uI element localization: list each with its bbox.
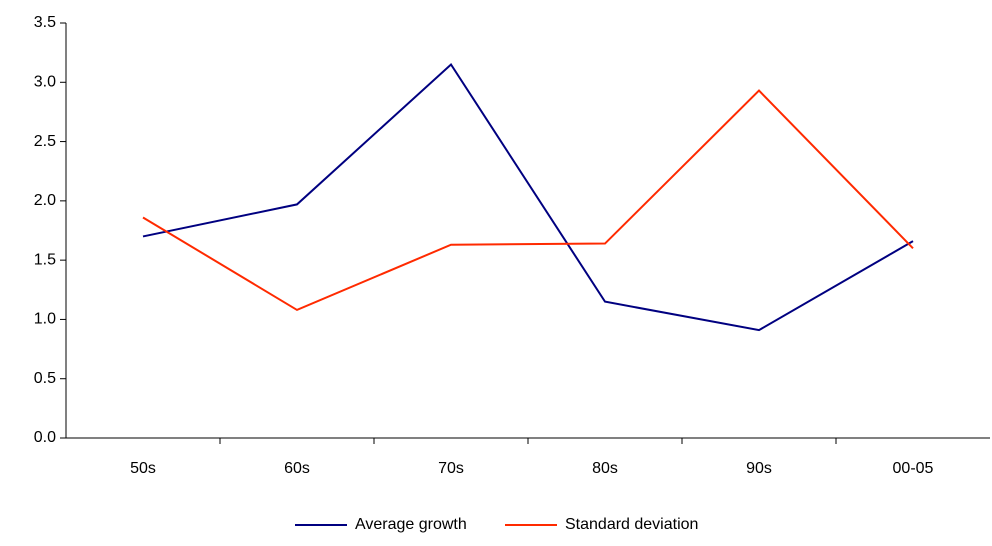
- legend-label: Standard deviation: [565, 516, 698, 533]
- x-tick-label: 80s: [592, 460, 618, 477]
- x-tick-label: 00-05: [893, 460, 934, 477]
- line-series: [142, 62, 914, 332]
- y-tick-label: 3.0: [34, 74, 56, 91]
- y-tick-label: 0.5: [34, 370, 56, 387]
- x-tick-label: 90s: [746, 460, 772, 477]
- y-tick-label: 1.5: [34, 251, 56, 268]
- line-series: [142, 89, 914, 312]
- y-tick-label: 2.0: [34, 192, 56, 209]
- y-tick-label: 2.5: [34, 133, 56, 150]
- x-tick-label: 70s: [438, 460, 464, 477]
- x-tick-label: 60s: [284, 460, 310, 477]
- y-tick-label: 1.0: [34, 311, 56, 328]
- legend-label: Average growth: [355, 516, 467, 533]
- y-tick-label: 0.0: [34, 429, 56, 446]
- y-tick-label: 3.5: [34, 14, 56, 31]
- x-tick-label: 50s: [130, 460, 156, 477]
